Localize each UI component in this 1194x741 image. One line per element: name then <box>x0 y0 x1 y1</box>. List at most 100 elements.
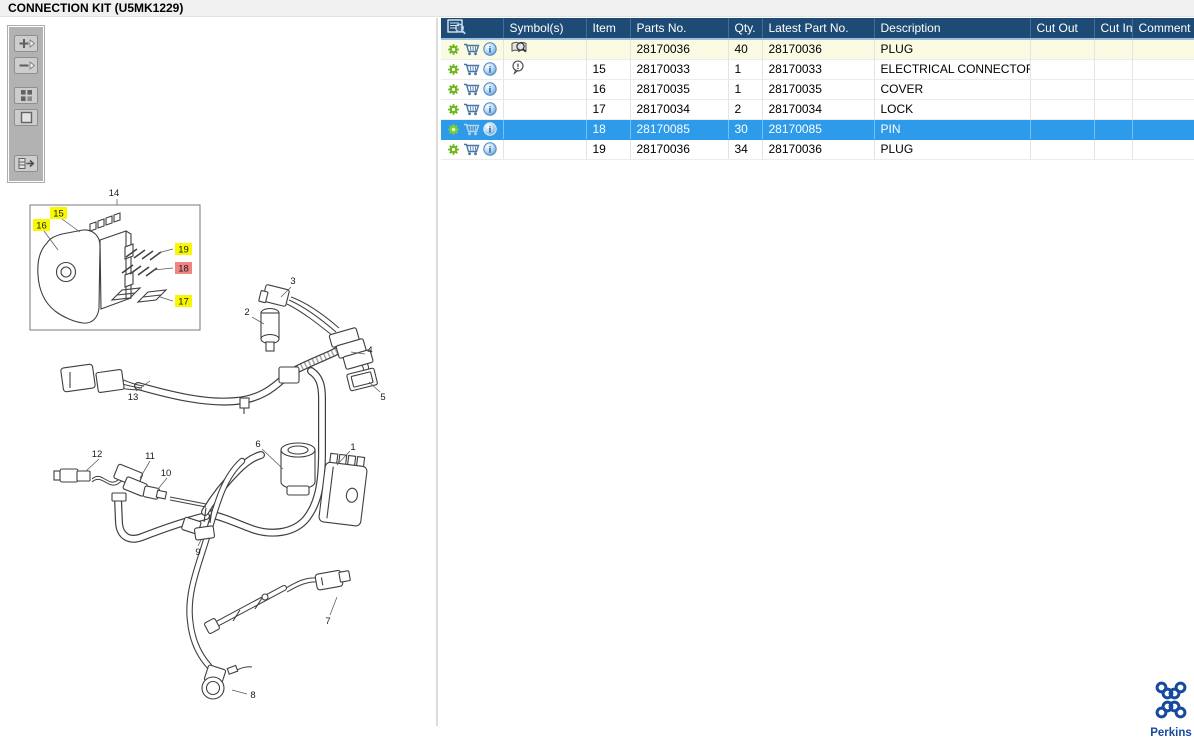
hotspot-15[interactable]: 15 <box>50 207 67 220</box>
cart-icon[interactable] <box>463 42 480 56</box>
hotspot-18-selected[interactable]: 18 <box>175 262 192 275</box>
book-magnifier-icon <box>510 40 529 55</box>
callout-13[interactable]: 13 <box>128 392 139 403</box>
tile-view-button[interactable] <box>14 87 38 104</box>
cell-latest-part-no: 28170033 <box>762 59 875 80</box>
cell-qty: 2 <box>728 99 763 120</box>
cell-description: PLUG <box>874 39 1031 60</box>
table-row[interactable]: i 17 28170034 2 28170034 LOCK <box>441 99 1194 120</box>
gear-icon[interactable] <box>447 43 460 56</box>
diagram-toolbar <box>7 25 45 183</box>
hotspot-17[interactable]: 17 <box>175 295 192 308</box>
svg-text:18: 18 <box>178 264 189 275</box>
cell-parts-no: 28170085 <box>630 119 729 140</box>
gear-icon[interactable] <box>447 123 460 136</box>
page-title-text: CONNECTION KIT (U5MK1229) <box>8 1 184 15</box>
hotspot-16[interactable]: 16 <box>33 219 50 232</box>
svg-text:i: i <box>489 46 492 56</box>
svg-text:i: i <box>489 126 492 136</box>
tile-view-icon <box>20 89 33 102</box>
callout-14: 14 <box>109 188 120 199</box>
pins-19 <box>125 248 162 261</box>
column-qty: Qty. <box>728 18 763 40</box>
info-icon[interactable]: i <box>483 82 497 96</box>
callout-7[interactable]: 7 <box>325 616 330 627</box>
column-latest-part-no: Latest Part No. <box>762 18 875 40</box>
zoom-out-icon <box>18 59 35 72</box>
table-row[interactable]: i 16 28170035 1 28170035 COVER <box>441 79 1194 100</box>
page-title: CONNECTION KIT (U5MK1229) <box>0 0 1194 17</box>
svg-text:i: i <box>489 66 492 76</box>
cell-cut-in <box>1094 39 1133 60</box>
zoom-in-button[interactable] <box>14 35 38 52</box>
table-row[interactable]: i 28170036 40 28170036 PLUG <box>441 39 1194 60</box>
locks-17 <box>110 287 168 303</box>
cell-description: ELECTRICAL CONNECTOR <box>874 59 1031 80</box>
info-icon[interactable]: i <box>483 122 497 136</box>
gear-icon[interactable] <box>447 63 460 76</box>
cell-latest-part-no: 28170036 <box>762 39 875 60</box>
callout-5[interactable]: 5 <box>380 392 385 403</box>
cell-parts-no: 28170033 <box>630 59 729 80</box>
column-preview <box>441 18 504 40</box>
single-view-button[interactable] <box>14 109 38 126</box>
cell-item: 17 <box>586 99 631 120</box>
gear-icon[interactable] <box>447 103 460 116</box>
cell-description: LOCK <box>874 99 1031 120</box>
perkins-rings-icon <box>1155 681 1187 719</box>
cell-item: 15 <box>586 59 631 80</box>
zoom-out-button[interactable] <box>14 57 38 74</box>
parts-diagram: 14 <box>29 188 386 701</box>
svg-text:i: i <box>489 86 492 96</box>
zoom-in-icon <box>18 37 35 50</box>
cell-description: COVER <box>874 79 1031 100</box>
cart-icon[interactable] <box>463 142 480 156</box>
cell-latest-part-no: 28170035 <box>762 79 875 100</box>
gear-icon[interactable] <box>447 83 460 96</box>
panel-arrow-icon <box>18 157 35 170</box>
parts-table: Symbol(s) Item Parts No. Qty. Latest Par… <box>441 18 1194 160</box>
diagram-callouts: 3 2 4 5 13 12 11 10 6 1 9 7 8 <box>85 276 386 701</box>
cell-parts-no: 28170036 <box>630 139 729 160</box>
cell-qty: 34 <box>728 139 763 160</box>
info-icon[interactable]: i <box>483 42 497 56</box>
info-icon[interactable]: i <box>483 142 497 156</box>
column-comment: Comment <box>1132 18 1194 40</box>
cart-icon[interactable] <box>463 102 480 116</box>
table-row[interactable]: i 19 28170036 34 28170036 PLUG <box>441 139 1194 160</box>
pins-18 <box>121 264 158 277</box>
callout-6[interactable]: 6 <box>255 439 260 450</box>
column-cut-out: Cut Out <box>1030 18 1095 40</box>
column-symbols: Symbol(s) <box>503 18 587 40</box>
cart-icon[interactable] <box>463 62 480 76</box>
perkins-logo: Perkins <box>1150 680 1192 739</box>
svg-text:i: i <box>489 146 492 156</box>
svg-text:17: 17 <box>178 297 189 308</box>
callout-1[interactable]: 1 <box>350 442 355 453</box>
callout-4[interactable]: 4 <box>367 345 372 356</box>
callout-2[interactable]: 2 <box>244 307 249 318</box>
callout-8[interactable]: 8 <box>250 690 255 701</box>
hotspot-19[interactable]: 19 <box>175 243 192 256</box>
callout-10[interactable]: 10 <box>161 468 172 479</box>
preview-magnifier-icon <box>447 18 467 35</box>
cell-item: 16 <box>586 79 631 100</box>
callout-12[interactable]: 12 <box>92 449 103 460</box>
cart-icon[interactable] <box>463 122 480 136</box>
cell-latest-part-no: 28170034 <box>762 99 875 120</box>
toggle-panel-button[interactable] <box>14 155 38 172</box>
callout-3[interactable]: 3 <box>290 276 295 287</box>
table-row-selected[interactable]: i 18 28170085 30 28170085 PIN <box>441 119 1194 140</box>
gear-icon[interactable] <box>447 143 460 156</box>
svg-text:19: 19 <box>178 245 189 256</box>
info-icon[interactable]: i <box>483 102 497 116</box>
column-item: Item <box>586 18 631 40</box>
cell-item <box>586 39 631 60</box>
callout-11[interactable]: 11 <box>145 451 155 462</box>
info-icon[interactable]: i <box>483 62 497 76</box>
table-row[interactable]: i 15 28170033 1 28170033 ELECTRICAL CONN… <box>441 59 1194 80</box>
cart-icon[interactable] <box>463 82 480 96</box>
callout-9[interactable]: 9 <box>195 547 200 558</box>
harness-drawing <box>53 284 378 700</box>
